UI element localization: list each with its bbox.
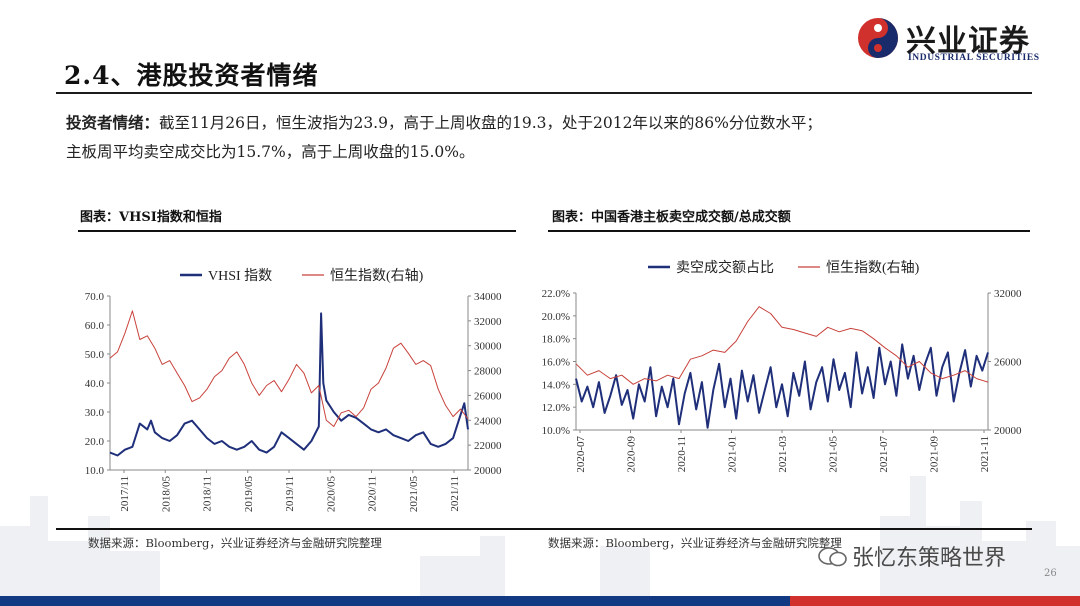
x-tick-label: 2017/11	[119, 476, 131, 512]
skyline-background	[0, 476, 1080, 596]
series-line-primary	[109, 312, 469, 457]
x-tick-label: 2021/11	[449, 476, 461, 512]
right-y-tick-label: 22000	[474, 440, 502, 452]
short-selling-ratio-chart: 10.0% 12.0% 14.0% 16.0% 18.0% 20.0% 22.0% 20000…	[542, 259, 1022, 473]
left-y-tick-label: 70.0	[85, 291, 105, 303]
x-tick-label: 2021-05	[828, 436, 840, 473]
left-chart-title: 图表：VHSI指数和恒指	[80, 210, 222, 225]
logo-english-name: INDUSTRIAL SECURITIES	[908, 53, 1040, 63]
legend-label: 恒生指数(右轴)	[330, 268, 424, 284]
right-y-tick-label: 34000	[474, 291, 502, 303]
x-tick-label: 2021-09	[929, 436, 941, 473]
right-y-tick-label: 20000	[474, 465, 502, 477]
x-tick-label: 2021-11	[979, 436, 991, 472]
x-tick-label: 2021-03	[777, 436, 789, 473]
x-tick-label: 2020-07	[575, 436, 587, 473]
bottom-divider	[56, 528, 1032, 530]
left-y-tick-label: 12.0%	[542, 402, 570, 414]
right-y-tick-label: 26000	[994, 357, 1022, 369]
series-line-primary	[575, 343, 989, 429]
x-tick-label: 2020/05	[325, 476, 337, 513]
x-tick-label: 2019/05	[243, 476, 255, 513]
left-y-tick-label: 18.0%	[542, 334, 570, 346]
left-y-tick-label: 10.0	[85, 465, 105, 477]
left-y-tick-label: 10.0%	[542, 425, 570, 437]
right-y-tick-label: 26000	[474, 390, 502, 402]
right-chart-title: 图表：中国香港主板卖空成交额/总成交额	[552, 210, 791, 225]
x-tick-label: 2021-07	[878, 436, 890, 473]
left-y-tick-label: 20.0	[85, 436, 105, 448]
left-chart-source: 数据来源：Bloomberg，兴业证券经济与金融研究院整理	[88, 536, 382, 550]
page-number: 26	[1044, 568, 1057, 579]
left-y-tick-label: 14.0%	[542, 379, 570, 391]
summary-lead: 投资者情绪：	[66, 113, 160, 132]
right-y-tick-label: 32000	[994, 288, 1022, 300]
watermark-text: 张忆东策略世界	[852, 546, 1007, 571]
right-chart-source: 数据来源：Bloomberg，兴业证券经济与金融研究院整理	[548, 536, 842, 550]
right-chart-rule	[548, 230, 1030, 232]
logo-chinese-name: 兴业证券	[906, 24, 1030, 59]
x-tick-label: 2021/05	[408, 476, 420, 513]
vhsi-hsi-chart: 10.0 20.0 30.0 40.0 50.0 60.0 70.0 20000 22000 24…	[85, 268, 502, 513]
series-line-secondary	[109, 310, 469, 427]
right-y-tick-label: 32000	[474, 316, 502, 328]
slide-header: 2.4、港股投资者情绪 兴业证券 INDUSTRIAL SECURITIES	[0, 0, 1080, 96]
summary-line-2: 主板周平均卖空成交比为15.7%，高于上周收盘的15.0%。	[66, 143, 475, 161]
left-chart-rule	[78, 230, 516, 232]
x-tick-label: 2020/11	[367, 476, 379, 512]
logo-mark-icon	[858, 18, 898, 58]
right-y-tick-label: 24000	[474, 415, 502, 427]
x-tick-label: 2021-01	[727, 436, 739, 473]
legend-label: 恒生指数(右轴)	[826, 260, 920, 276]
page-title: 2.4、港股投资者情绪	[64, 61, 319, 90]
right-y-tick-label: 20000	[994, 425, 1022, 437]
title-divider	[56, 92, 1032, 94]
summary-line-1: 截至11月26日，恒生波指为23.9，高于上周收盘的19.3，处于2012年以来…	[159, 114, 822, 132]
company-logo: 兴业证券 INDUSTRIAL SECURITIES	[856, 16, 1066, 66]
x-tick-label: 2018/05	[160, 476, 172, 513]
series-line-secondary	[575, 306, 989, 385]
left-y-tick-label: 40.0	[85, 378, 105, 390]
left-y-tick-label: 50.0	[85, 349, 105, 361]
legend-label: VHSI 指数	[208, 268, 272, 284]
x-tick-label: 2020-09	[626, 436, 638, 473]
left-y-tick-label: 30.0	[85, 407, 105, 419]
right-y-tick-label: 30000	[474, 341, 502, 353]
wechat-icon	[818, 547, 847, 567]
x-tick-label: 2020-11	[676, 436, 688, 472]
x-tick-label: 2018/11	[202, 476, 214, 512]
legend-label: 卖空成交额占比	[676, 259, 774, 276]
footer-accent	[790, 596, 1080, 606]
x-tick-label: 2019/11	[284, 476, 296, 512]
left-y-tick-label: 22.0%	[542, 288, 570, 300]
left-y-tick-label: 16.0%	[542, 357, 570, 369]
left-y-tick-label: 20.0%	[542, 311, 570, 323]
right-y-tick-label: 28000	[474, 366, 502, 378]
summary-text: 投资者情绪：截至11月26日，恒生波指为23.9，高于上周收盘的19.3，处于2…	[66, 108, 1036, 167]
footer-bar	[0, 596, 1080, 606]
left-y-tick-label: 60.0	[85, 320, 105, 332]
